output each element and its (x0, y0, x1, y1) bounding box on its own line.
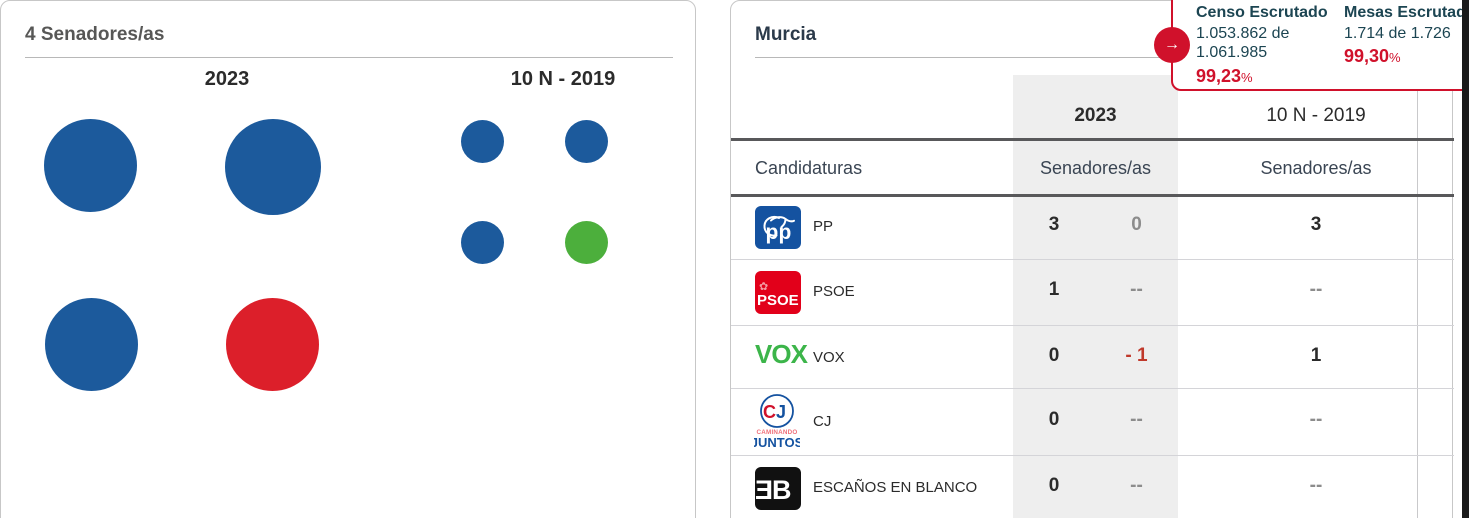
svg-text:PSOE: PSOE (757, 292, 799, 309)
svg-text:JUNTOS: JUNTOS (754, 435, 800, 450)
svg-text:E: E (755, 475, 773, 505)
svg-text:B: B (772, 475, 792, 505)
svg-text:C: C (763, 402, 776, 422)
svg-text:p: p (766, 221, 779, 244)
svg-text:p: p (779, 221, 792, 244)
svg-text:J: J (776, 402, 786, 422)
